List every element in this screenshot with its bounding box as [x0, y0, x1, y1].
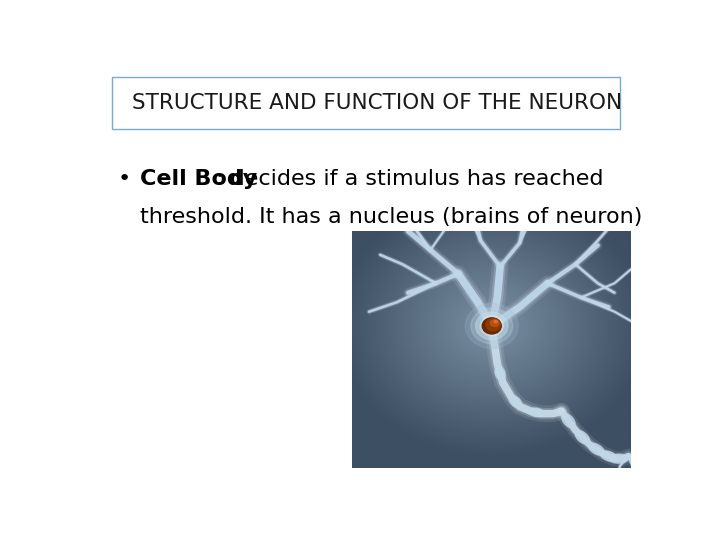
Text: STRUCTURE AND FUNCTION OF THE NEURON: STRUCTURE AND FUNCTION OF THE NEURON	[132, 93, 622, 113]
Text: Cell Body: Cell Body	[140, 168, 258, 189]
Text: : decides if a stimulus has reached: : decides if a stimulus has reached	[215, 168, 603, 189]
Text: •: •	[118, 168, 131, 189]
Text: threshold. It has a nucleus (brains of neuron): threshold. It has a nucleus (brains of n…	[140, 207, 642, 227]
FancyBboxPatch shape	[112, 77, 620, 129]
